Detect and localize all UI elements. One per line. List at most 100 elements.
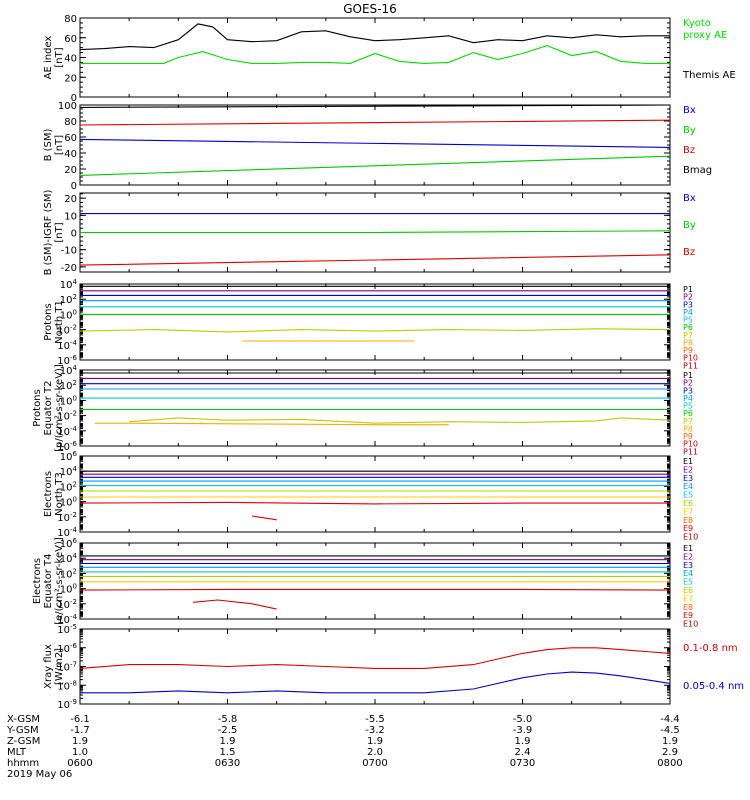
series-e3-e8 — [80, 501, 670, 505]
ephemeris-value: -6.1 — [70, 714, 90, 725]
series-xray-0-1-0-8-nm — [80, 647, 670, 669]
legend-p6: P6 — [683, 323, 693, 332]
y-axis-label: [nT] — [54, 135, 65, 155]
legend-e3: E3 — [683, 561, 693, 570]
y-tick-label: 10-2 — [57, 511, 77, 524]
legend-p10: P10 — [683, 354, 698, 363]
ephemeris-value: -5.0 — [513, 714, 533, 725]
legend-bx: Bx — [683, 193, 696, 204]
panel-p2: 10-6 10-4 10-2 100 102 104 Protons Equator T2 [p… — [32, 364, 698, 456]
legend-e8: E8 — [683, 516, 693, 525]
y-tick-label: 20 — [64, 194, 77, 205]
y-tick-label: 10-8 — [57, 679, 77, 692]
y-tick-label: 60 — [64, 34, 77, 45]
series-e4-e9 — [193, 599, 277, 610]
legend-themis-ae: Themis AE — [682, 70, 736, 81]
y-axis-label: [W/m2] — [54, 648, 65, 685]
legend-e2: E2 — [683, 465, 693, 474]
y-tick-label: 80 — [64, 14, 77, 25]
y-tick-label: 20 — [64, 73, 77, 84]
legend-p7: P7 — [683, 331, 693, 340]
series-xray-0-05-0-4-nm — [80, 671, 670, 694]
ephemeris-label: MLT — [7, 747, 27, 758]
legend-p5: P5 — [683, 402, 693, 411]
series-e3-e9 — [252, 515, 277, 521]
legend-e4: E4 — [683, 569, 693, 578]
y-axis-label: Electrons — [32, 558, 43, 604]
legend-e7: E7 — [683, 594, 693, 603]
y-tick-label: 10-9 — [57, 698, 77, 711]
y-tick-label: 0 — [71, 229, 77, 240]
legend-p5: P5 — [683, 316, 693, 325]
ephemeris-value: 0800 — [657, 758, 682, 769]
y-tick-label: 0 — [71, 93, 77, 104]
ephemeris-value: 1.9 — [367, 736, 383, 747]
plot-date: 2019 May 06 — [7, 769, 72, 780]
ephemeris-value: -3.9 — [513, 725, 533, 736]
series-ae-kyoto-proxy-ae — [80, 45, 670, 64]
y-tick-label: 10-5 — [57, 623, 77, 636]
series-e4-e8 — [80, 588, 670, 591]
y-tick-label: 10-6 — [57, 642, 77, 655]
y-axis-label: Xray flux — [43, 644, 54, 689]
y-tick-label: 40 — [64, 149, 77, 160]
y-tick-label: -20 — [61, 263, 77, 274]
legend-p2: P2 — [683, 379, 693, 388]
legend-e8: E8 — [683, 603, 693, 612]
y-tick-label: 104 — [60, 465, 78, 478]
y-tick-label: 100 — [60, 308, 77, 321]
y-tick-label: 104 — [60, 552, 78, 565]
y-tick-label: 106 — [60, 537, 78, 550]
legend-p9: P9 — [683, 432, 693, 441]
ephemeris-label: Y-GSM — [6, 725, 39, 736]
y-tick-label: 10-7 — [57, 661, 77, 674]
series-p2-p7 — [129, 417, 670, 424]
legend-e1: E1 — [683, 457, 693, 466]
panel-bigrf: -20 -10 0 10 20 B (SM)-IGRF (SM) [nT] Bx By Bz — [43, 190, 696, 276]
y-tick-label: 100 — [60, 583, 77, 596]
panel-p1: 10-6 10-4 10-2 100 102 104 Protons North T1 P1P2… — [43, 278, 698, 370]
legend-e4: E4 — [683, 482, 693, 491]
y-axis-label: Electrons — [43, 471, 54, 517]
legend-p7: P7 — [683, 417, 693, 426]
legend-bz: Bz — [683, 247, 695, 258]
series-bigrf-by — [80, 230, 670, 234]
legend-proxy-ae: proxy AE — [683, 30, 727, 41]
ephemeris-value: -4.4 — [660, 714, 680, 725]
ephemeris-value: -5.8 — [218, 714, 238, 725]
y-tick-label: 10-4 — [57, 339, 77, 352]
series-p2-p8 — [94, 422, 449, 426]
y-axis-label: [nT] — [54, 47, 65, 67]
ephemeris-value: 1.5 — [220, 747, 236, 758]
y-axis-label: Equator T2 — [43, 381, 54, 436]
legend-0-1-0-8-nm: 0.1-0.8 nm — [683, 643, 738, 654]
ephemeris-value: 1.9 — [220, 736, 236, 747]
series-bigrf-bz — [80, 254, 670, 266]
legend-by: By — [683, 125, 696, 136]
legend-e3: E3 — [683, 474, 693, 483]
y-tick-label: 106 — [60, 450, 78, 463]
ephemeris-value: -2.5 — [218, 725, 238, 736]
series-ae-themis-ae — [80, 23, 670, 51]
ephemeris-value: 1.0 — [72, 747, 88, 758]
ephemeris-label: hhmm — [7, 758, 39, 769]
y-axis-label: Protons — [32, 389, 43, 426]
ephemeris-value: -3.2 — [365, 725, 385, 736]
legend-p4: P4 — [683, 308, 693, 317]
panel-e4: 10-4 10-2 100 102 104 106 Electrons Equator T4[… — [32, 537, 698, 629]
ephemeris-value: -5.5 — [365, 714, 385, 725]
y-tick-label: 40 — [64, 54, 77, 65]
panel-frame — [79, 542, 671, 620]
y-tick-label: 102 — [60, 293, 77, 306]
legend-e9: E9 — [683, 524, 693, 533]
legend-e9: E9 — [683, 611, 693, 620]
legend-kyoto: Kyoto — [683, 18, 711, 29]
legend-e5: E5 — [683, 578, 693, 587]
y-tick-label: -10 — [61, 246, 77, 257]
ephemeris-value: 0700 — [362, 758, 387, 769]
legend-p9: P9 — [683, 346, 693, 355]
legend-e6: E6 — [683, 586, 693, 595]
panel-frame — [79, 455, 671, 533]
